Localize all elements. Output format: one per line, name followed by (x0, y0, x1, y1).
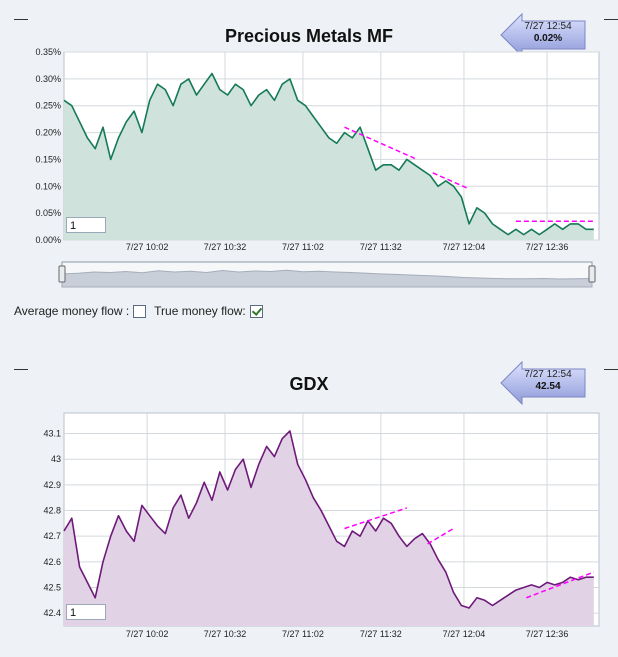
gdx-chart-svg: 42.4 42.5 42.6 42.7 42.8 42.9 43 43.1 7/27 10:02… (43, 412, 600, 639)
trendline (427, 527, 454, 545)
x-tick-label: 7/27 11:02 (282, 629, 324, 639)
chart-panel-gdx: GDX 7/27 12:54 42.54 42.4 42.5 42.6 42.7 42.… (0, 355, 618, 655)
y-tick-label: 42.8 (43, 506, 61, 516)
y-tick-label: 43 (51, 454, 61, 464)
y-tick-label: 0.05% (35, 208, 61, 218)
arrow-badge-icon (500, 360, 586, 406)
trendline (526, 571, 595, 599)
series-line (63, 430, 594, 609)
navigator-series (61, 269, 593, 288)
average-money-flow-checkbox[interactable] (133, 304, 147, 318)
x-tick-label: 7/27 12:36 (526, 629, 569, 639)
collapse-left-dash[interactable] (14, 369, 28, 370)
y-tick-label: 42.7 (43, 531, 61, 541)
navigator-right-handle[interactable] (588, 265, 596, 283)
trendline (344, 507, 408, 530)
y-tick-label: 0.20% (35, 128, 61, 138)
y-tick-label: 42.5 (43, 583, 61, 593)
badge-time: 7/27 12:54 (524, 21, 572, 32)
y-tick-label: 0.35% (35, 47, 61, 57)
x-tick-label: 7/27 10:02 (126, 629, 169, 639)
x-tick-label: 7/27 11:32 (360, 629, 402, 639)
y-tick-label: 0.00% (35, 235, 61, 245)
collapse-right-dash[interactable] (604, 19, 618, 20)
chart-title: GDX (289, 374, 329, 394)
badge-time: 7/27 12:54 (524, 369, 572, 380)
x-tick-label: 7/27 12:04 (443, 242, 486, 252)
y-tick-label: 43.1 (43, 429, 61, 439)
x-tick-label: 7/27 11:02 (282, 242, 324, 252)
x-tick-label: 7/27 11:32 (360, 242, 402, 252)
average-money-flow-label: Average money flow : (14, 304, 130, 318)
series-line (63, 72, 594, 236)
zoom-level-input[interactable]: 1 (66, 604, 106, 620)
x-tick-label: 7/27 10:32 (204, 242, 247, 252)
value-badge: 7/27 12:54 0.02% (500, 12, 586, 58)
collapse-right-dash[interactable] (604, 369, 618, 370)
x-tick-label: 7/27 12:04 (443, 629, 486, 639)
collapse-left-dash[interactable] (14, 19, 28, 20)
true-money-flow-checkbox[interactable] (249, 304, 263, 318)
y-tick-label: 0.25% (35, 101, 61, 111)
x-tick-label: 7/27 12:36 (526, 242, 569, 252)
y-tick-label: 0.15% (35, 154, 61, 164)
y-tick-label: 42.9 (43, 480, 61, 490)
badge-value: 0.02% (533, 33, 563, 44)
x-tick-label: 7/27 10:32 (204, 629, 247, 639)
trendline (432, 172, 470, 190)
chart-title: Precious Metals MF (224, 26, 394, 46)
true-money-flow-label: True money flow: (154, 304, 246, 318)
y-tick-label: 42.4 (43, 608, 61, 618)
mf-chart-svg: 0.00% 0.05% 0.10% 0.15% 0.20% 0.25% 0.30% 0.35%… (35, 47, 600, 288)
trendline (344, 126, 418, 161)
x-tick-label: 7/27 10:02 (126, 242, 169, 252)
zoom-level-input[interactable]: 1 (66, 217, 106, 233)
badge-value: 42.54 (535, 381, 561, 392)
navigator-left-handle[interactable] (58, 265, 66, 283)
series-area (64, 431, 594, 626)
y-tick-label: 42.6 (43, 557, 61, 567)
chart-panel-mf: Precious Metals MF 7/27 12:54 0.02% 0.00… (0, 0, 618, 300)
y-tick-label: 0.30% (35, 74, 61, 84)
value-badge: 7/27 12:54 42.54 (500, 360, 586, 406)
money-flow-legend: Average money flow : True money flow: (14, 304, 267, 318)
y-tick-label: 0.10% (35, 181, 61, 191)
